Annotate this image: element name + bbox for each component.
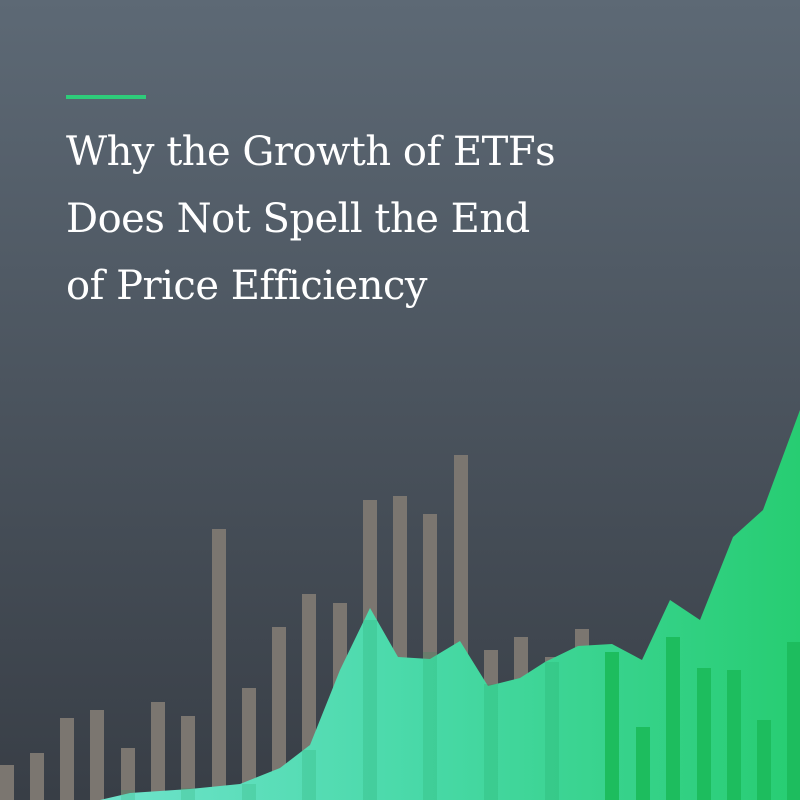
bar <box>30 753 44 800</box>
decorative-area <box>100 410 800 800</box>
stripe <box>484 684 498 800</box>
bar <box>272 627 286 800</box>
bar <box>0 765 14 800</box>
stripe <box>545 662 559 800</box>
bar <box>121 748 135 800</box>
stripe <box>363 620 377 800</box>
front-bars <box>605 637 800 800</box>
bar <box>90 710 104 800</box>
stripe <box>242 784 256 800</box>
bar <box>242 688 256 800</box>
bar <box>151 702 165 800</box>
title-line: Why the Growth of ETFs <box>66 129 555 175</box>
stripe <box>302 750 316 800</box>
title: Why the Growth of ETFs Does Not Spell th… <box>66 129 556 309</box>
bar <box>757 720 771 800</box>
bar <box>727 670 741 800</box>
bar <box>60 718 74 800</box>
bar <box>697 668 711 800</box>
bar <box>636 727 650 800</box>
stripe <box>181 788 195 800</box>
stripe <box>121 790 135 800</box>
title-line: Does Not Spell the End <box>66 196 530 242</box>
bar <box>787 642 800 800</box>
title-line: of Price Efficiency <box>66 263 428 309</box>
area-stripes <box>121 620 559 800</box>
accent-line <box>66 95 146 99</box>
bar <box>212 529 226 800</box>
stripe <box>423 652 437 800</box>
bar <box>666 637 680 800</box>
bar <box>181 716 195 800</box>
bar <box>605 652 619 800</box>
